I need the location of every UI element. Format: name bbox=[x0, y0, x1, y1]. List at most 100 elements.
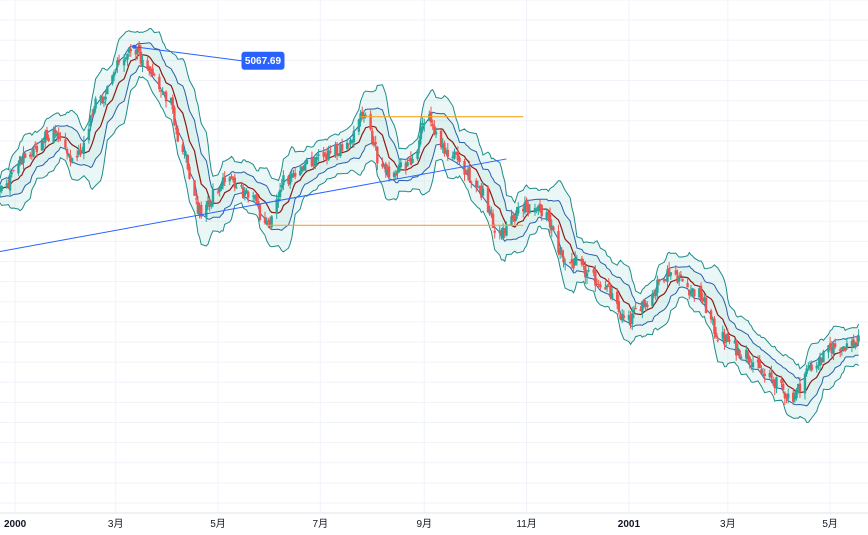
candle-body bbox=[441, 144, 444, 149]
candle-down bbox=[738, 348, 741, 360]
candle-body bbox=[221, 177, 225, 186]
candle-up bbox=[290, 169, 294, 182]
candle-up bbox=[32, 146, 35, 158]
candle-body bbox=[345, 142, 349, 149]
candle-body bbox=[580, 258, 584, 265]
candle-body bbox=[361, 111, 364, 117]
candle-body bbox=[721, 332, 725, 339]
drawing-layer: 5067.69 bbox=[0, 44, 524, 252]
candle-body bbox=[704, 297, 708, 313]
candle-down bbox=[756, 355, 760, 369]
candle-body bbox=[540, 204, 543, 217]
candle-body bbox=[533, 208, 537, 213]
candle-body bbox=[538, 203, 542, 207]
candle-body bbox=[724, 335, 728, 343]
candle-body bbox=[557, 231, 560, 253]
candle-body bbox=[805, 368, 808, 374]
candle-down bbox=[500, 227, 503, 240]
candle-body bbox=[703, 297, 706, 302]
candle-body bbox=[803, 374, 807, 394]
candle-up bbox=[740, 354, 743, 361]
candle-body bbox=[810, 364, 813, 371]
candle-body bbox=[510, 216, 513, 225]
candle-up bbox=[345, 138, 349, 152]
candle-down bbox=[12, 169, 15, 172]
candle-down bbox=[91, 109, 94, 118]
candle-up bbox=[523, 196, 527, 215]
candle-down bbox=[833, 338, 837, 349]
candle-body bbox=[117, 59, 121, 63]
candle-body bbox=[146, 60, 149, 70]
candle-body bbox=[439, 130, 443, 148]
candle-body bbox=[137, 44, 141, 52]
candle-body bbox=[466, 169, 470, 174]
candle-down bbox=[255, 193, 258, 205]
candle-down bbox=[463, 158, 466, 181]
candle-body bbox=[112, 72, 116, 77]
candle-body bbox=[270, 216, 273, 228]
x-tick-label: 2000 bbox=[4, 519, 27, 530]
candle-up bbox=[350, 139, 354, 146]
candle-up bbox=[775, 376, 778, 394]
candle-down bbox=[763, 368, 766, 383]
candle-down bbox=[369, 110, 372, 131]
candle-body bbox=[740, 357, 743, 359]
candle-body bbox=[263, 217, 267, 224]
candle-down bbox=[522, 204, 525, 218]
candle-body bbox=[280, 185, 283, 188]
candle-down bbox=[223, 171, 226, 187]
candle-body bbox=[216, 191, 220, 193]
candle-down bbox=[34, 141, 37, 150]
candle-body bbox=[44, 131, 47, 143]
candle-body bbox=[206, 200, 210, 205]
candle-up bbox=[270, 215, 273, 230]
candle-up bbox=[721, 325, 725, 341]
candle-body bbox=[268, 219, 272, 225]
candle-body bbox=[369, 114, 372, 130]
candle-down bbox=[701, 292, 704, 304]
candle-body bbox=[852, 339, 855, 347]
candle-up bbox=[252, 191, 255, 202]
candle-up bbox=[854, 341, 857, 350]
candle-up bbox=[736, 343, 740, 356]
candle-down bbox=[439, 129, 443, 150]
candle-body bbox=[42, 141, 45, 144]
candle-body bbox=[45, 129, 49, 139]
candle-body bbox=[527, 204, 530, 214]
candle-down bbox=[163, 91, 166, 95]
candle-body bbox=[480, 185, 483, 198]
candle-down bbox=[582, 258, 585, 271]
candle-down bbox=[186, 154, 190, 171]
candle-body bbox=[399, 162, 403, 168]
candle-down bbox=[599, 281, 602, 291]
candle-body bbox=[210, 202, 213, 207]
candle-body bbox=[211, 189, 215, 204]
candle-up bbox=[396, 166, 399, 179]
candle-body bbox=[324, 155, 327, 157]
candle-down bbox=[704, 294, 708, 314]
candle-body bbox=[746, 352, 750, 360]
candle-body bbox=[844, 346, 847, 351]
candle-body bbox=[136, 47, 139, 54]
candle-down bbox=[310, 151, 314, 168]
candle-up bbox=[797, 383, 800, 394]
candle-body bbox=[387, 166, 391, 178]
candle-body bbox=[568, 262, 572, 264]
candle-body bbox=[59, 136, 62, 139]
candle-body bbox=[134, 50, 138, 55]
candle-body bbox=[293, 173, 297, 177]
candle-body bbox=[218, 187, 221, 192]
candle-up bbox=[768, 369, 771, 380]
candle-down bbox=[679, 271, 683, 277]
candle-body bbox=[793, 395, 797, 400]
candle-up bbox=[787, 388, 790, 404]
candle-down bbox=[151, 63, 154, 77]
candle-up bbox=[434, 127, 438, 139]
candle-up bbox=[505, 221, 508, 237]
candle-body bbox=[79, 149, 82, 155]
candle-down bbox=[153, 72, 156, 77]
candle-body bbox=[176, 128, 179, 142]
candle-body bbox=[114, 69, 117, 71]
candle-up bbox=[724, 333, 728, 347]
